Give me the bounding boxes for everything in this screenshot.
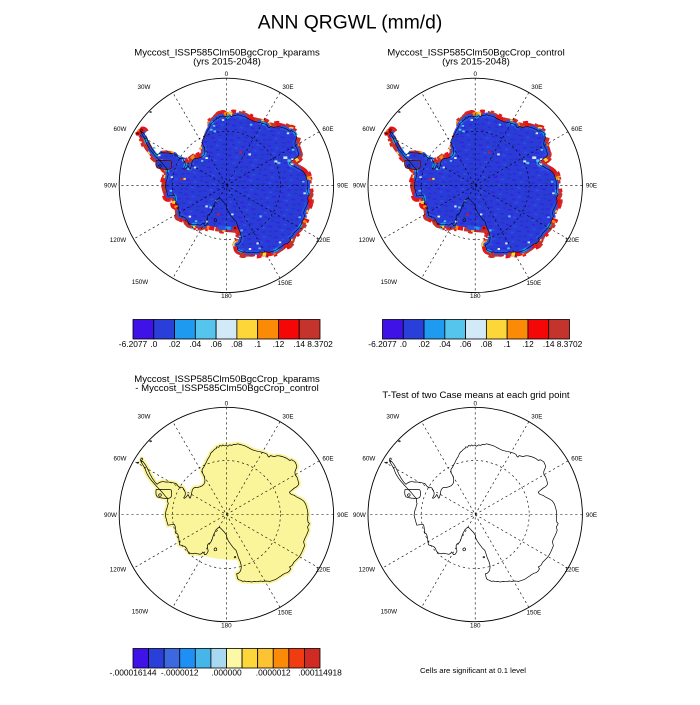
- svg-text:180: 180: [470, 293, 481, 300]
- svg-text:.0: .0: [150, 339, 157, 349]
- svg-text:30W: 30W: [386, 413, 399, 420]
- svg-text:90W: 90W: [353, 512, 366, 519]
- svg-text:60W: 60W: [362, 455, 375, 462]
- svg-text:150W: 150W: [132, 279, 149, 286]
- svg-text:120W: 120W: [359, 566, 376, 573]
- svg-text:.08: .08: [481, 339, 493, 349]
- svg-text:0: 0: [473, 400, 477, 407]
- svg-text:(yrs 2015-2048): (yrs 2015-2048): [193, 56, 261, 67]
- svg-text:-6.2077: -6.2077: [119, 339, 148, 349]
- svg-text:120E: 120E: [564, 566, 579, 573]
- svg-text:.04: .04: [190, 339, 202, 349]
- svg-text:Cells are significant at 0.1 l: Cells are significant at 0.1 level: [420, 666, 526, 675]
- svg-text:150W: 150W: [381, 279, 398, 286]
- svg-text:120E: 120E: [316, 566, 331, 573]
- svg-text:Myccost_ISSP585Clm50BgcCrop_kp: Myccost_ISSP585Clm50BgcCrop_kparams: [134, 374, 320, 385]
- svg-text:60E: 60E: [571, 455, 582, 462]
- svg-text:60W: 60W: [114, 455, 127, 462]
- svg-text:90E: 90E: [337, 183, 348, 190]
- svg-text:30E: 30E: [282, 84, 293, 91]
- svg-text:T-Test of two Case means at ea: T-Test of two Case means at each grid po…: [382, 390, 570, 401]
- svg-text:.12: .12: [273, 339, 285, 349]
- svg-text:Myccost_ISSP585Clm50BgcCrop_co: Myccost_ISSP585Clm50BgcCrop_control: [387, 47, 565, 58]
- svg-text:.000000: .000000: [211, 668, 242, 678]
- svg-text:60E: 60E: [322, 455, 333, 462]
- svg-text:120E: 120E: [316, 237, 331, 244]
- svg-text:90E: 90E: [337, 512, 348, 519]
- svg-text:30W: 30W: [138, 413, 151, 420]
- svg-text:120E: 120E: [564, 237, 579, 244]
- svg-text:.14: .14: [543, 339, 555, 349]
- svg-text:.0: .0: [400, 339, 407, 349]
- svg-text:30W: 30W: [138, 84, 151, 91]
- svg-text:Myccost_ISSP585Clm50BgcCrop_kp: Myccost_ISSP585Clm50BgcCrop_kparams: [134, 47, 320, 58]
- svg-text:90W: 90W: [104, 183, 117, 190]
- svg-text:180: 180: [221, 293, 232, 300]
- svg-text:30E: 30E: [531, 84, 542, 91]
- svg-text:30E: 30E: [282, 413, 293, 420]
- svg-text:-.0000012: -.0000012: [161, 668, 199, 678]
- svg-text:.0000012: .0000012: [256, 668, 291, 678]
- svg-text:.02: .02: [418, 339, 430, 349]
- svg-text:90W: 90W: [353, 183, 366, 190]
- svg-text:(yrs 2015-2048): (yrs 2015-2048): [442, 56, 510, 67]
- svg-text:-6.2077: -6.2077: [368, 339, 397, 349]
- svg-text:30W: 30W: [386, 84, 399, 91]
- svg-text:120W: 120W: [359, 237, 376, 244]
- svg-text:150E: 150E: [526, 280, 541, 287]
- svg-text:150E: 150E: [526, 609, 541, 616]
- svg-text:.12: .12: [522, 339, 534, 349]
- svg-text:8.3702: 8.3702: [307, 339, 333, 349]
- svg-text:180: 180: [470, 622, 481, 629]
- svg-text:.02: .02: [169, 339, 181, 349]
- svg-text:90E: 90E: [586, 512, 597, 519]
- svg-text:- Myccost_ISSP585Clm50BgcCrop_: - Myccost_ISSP585Clm50BgcCrop_control: [135, 383, 318, 394]
- svg-text:30E: 30E: [531, 413, 542, 420]
- svg-text:.06: .06: [210, 339, 222, 349]
- svg-text:120W: 120W: [110, 237, 127, 244]
- svg-text:60W: 60W: [362, 126, 375, 133]
- svg-text:-.000016144: -.000016144: [109, 668, 156, 678]
- svg-text:60E: 60E: [571, 126, 582, 133]
- svg-text:ANN QRGWL (mm/d): ANN QRGWL (mm/d): [258, 13, 443, 34]
- svg-text:0: 0: [473, 71, 477, 78]
- svg-text:8.3702: 8.3702: [557, 339, 583, 349]
- svg-text:.1: .1: [254, 339, 261, 349]
- svg-text:90E: 90E: [586, 183, 597, 190]
- svg-text:180: 180: [221, 622, 232, 629]
- svg-text:.08: .08: [231, 339, 243, 349]
- svg-text:150E: 150E: [278, 280, 293, 287]
- svg-text:.06: .06: [460, 339, 472, 349]
- svg-text:.14: .14: [293, 339, 305, 349]
- svg-text:150E: 150E: [278, 609, 293, 616]
- svg-text:0: 0: [225, 400, 229, 407]
- svg-text:150W: 150W: [381, 608, 398, 615]
- svg-text:.000114918: .000114918: [298, 668, 342, 678]
- svg-text:0: 0: [225, 71, 229, 78]
- svg-text:60E: 60E: [322, 126, 333, 133]
- svg-text:60W: 60W: [114, 126, 127, 133]
- svg-text:.04: .04: [439, 339, 451, 349]
- svg-text:150W: 150W: [132, 608, 149, 615]
- svg-text:120W: 120W: [110, 566, 127, 573]
- svg-text:.1: .1: [504, 339, 511, 349]
- svg-text:90W: 90W: [104, 512, 117, 519]
